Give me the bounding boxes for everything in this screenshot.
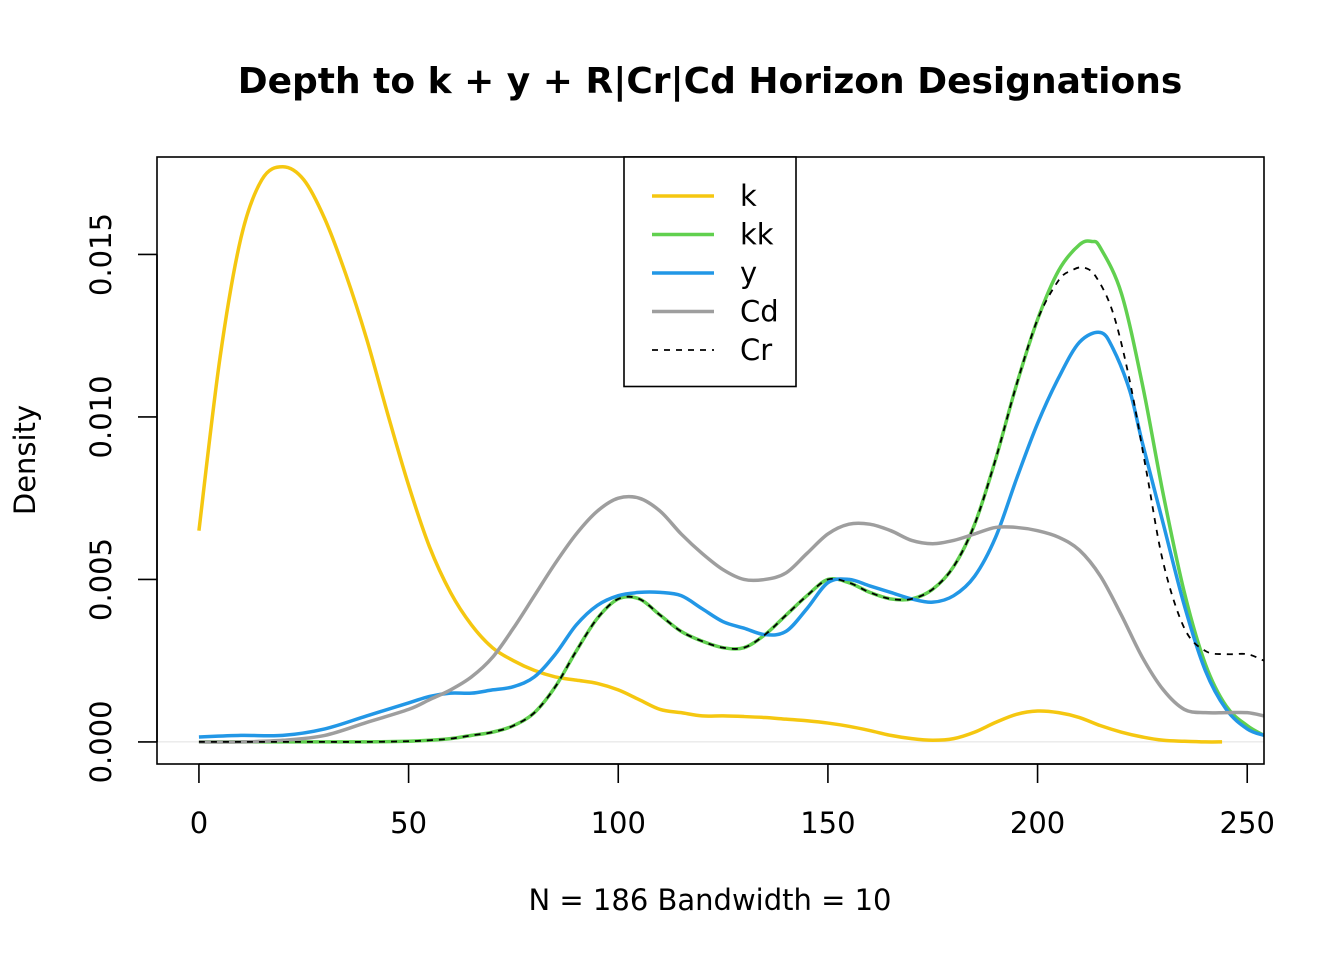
legend-label-k: k [740, 179, 757, 213]
legend-label-cd: Cd [740, 295, 779, 329]
x-tick-label: 250 [1220, 806, 1275, 840]
y-tick-label: 0.010 [84, 375, 118, 458]
x-axis-label: N = 186 Bandwidth = 10 [528, 883, 891, 917]
y-tick-label: 0.015 [84, 213, 118, 296]
legend-label-cr: Cr [740, 333, 772, 367]
x-tick-label: 50 [390, 806, 427, 840]
y-axis-label: Density [8, 405, 42, 515]
legend-label-y: y [740, 256, 757, 290]
x-tick-label: 0 [190, 806, 208, 840]
x-tick-label: 200 [1010, 806, 1065, 840]
series-line-y [198, 330, 1264, 739]
x-tick-label: 150 [800, 806, 855, 840]
plot-area: 0 50 100 150 200 2500.0000.0050.0100.015kkkyC… [84, 156, 1275, 840]
series-line-k [197, 165, 1223, 744]
series-line-cd [198, 494, 1264, 744]
chart-title: Depth to k + y + R|Cr|Cd Horizon Designa… [238, 61, 1183, 102]
x-tick-label: 100 [591, 806, 646, 840]
series-lines [197, 165, 1264, 744]
y-tick-label: 0.005 [84, 538, 118, 621]
legend-label-kk: kk [740, 218, 774, 252]
y-tick-label: 0.000 [84, 700, 118, 783]
series-line-kk [198, 239, 1264, 744]
